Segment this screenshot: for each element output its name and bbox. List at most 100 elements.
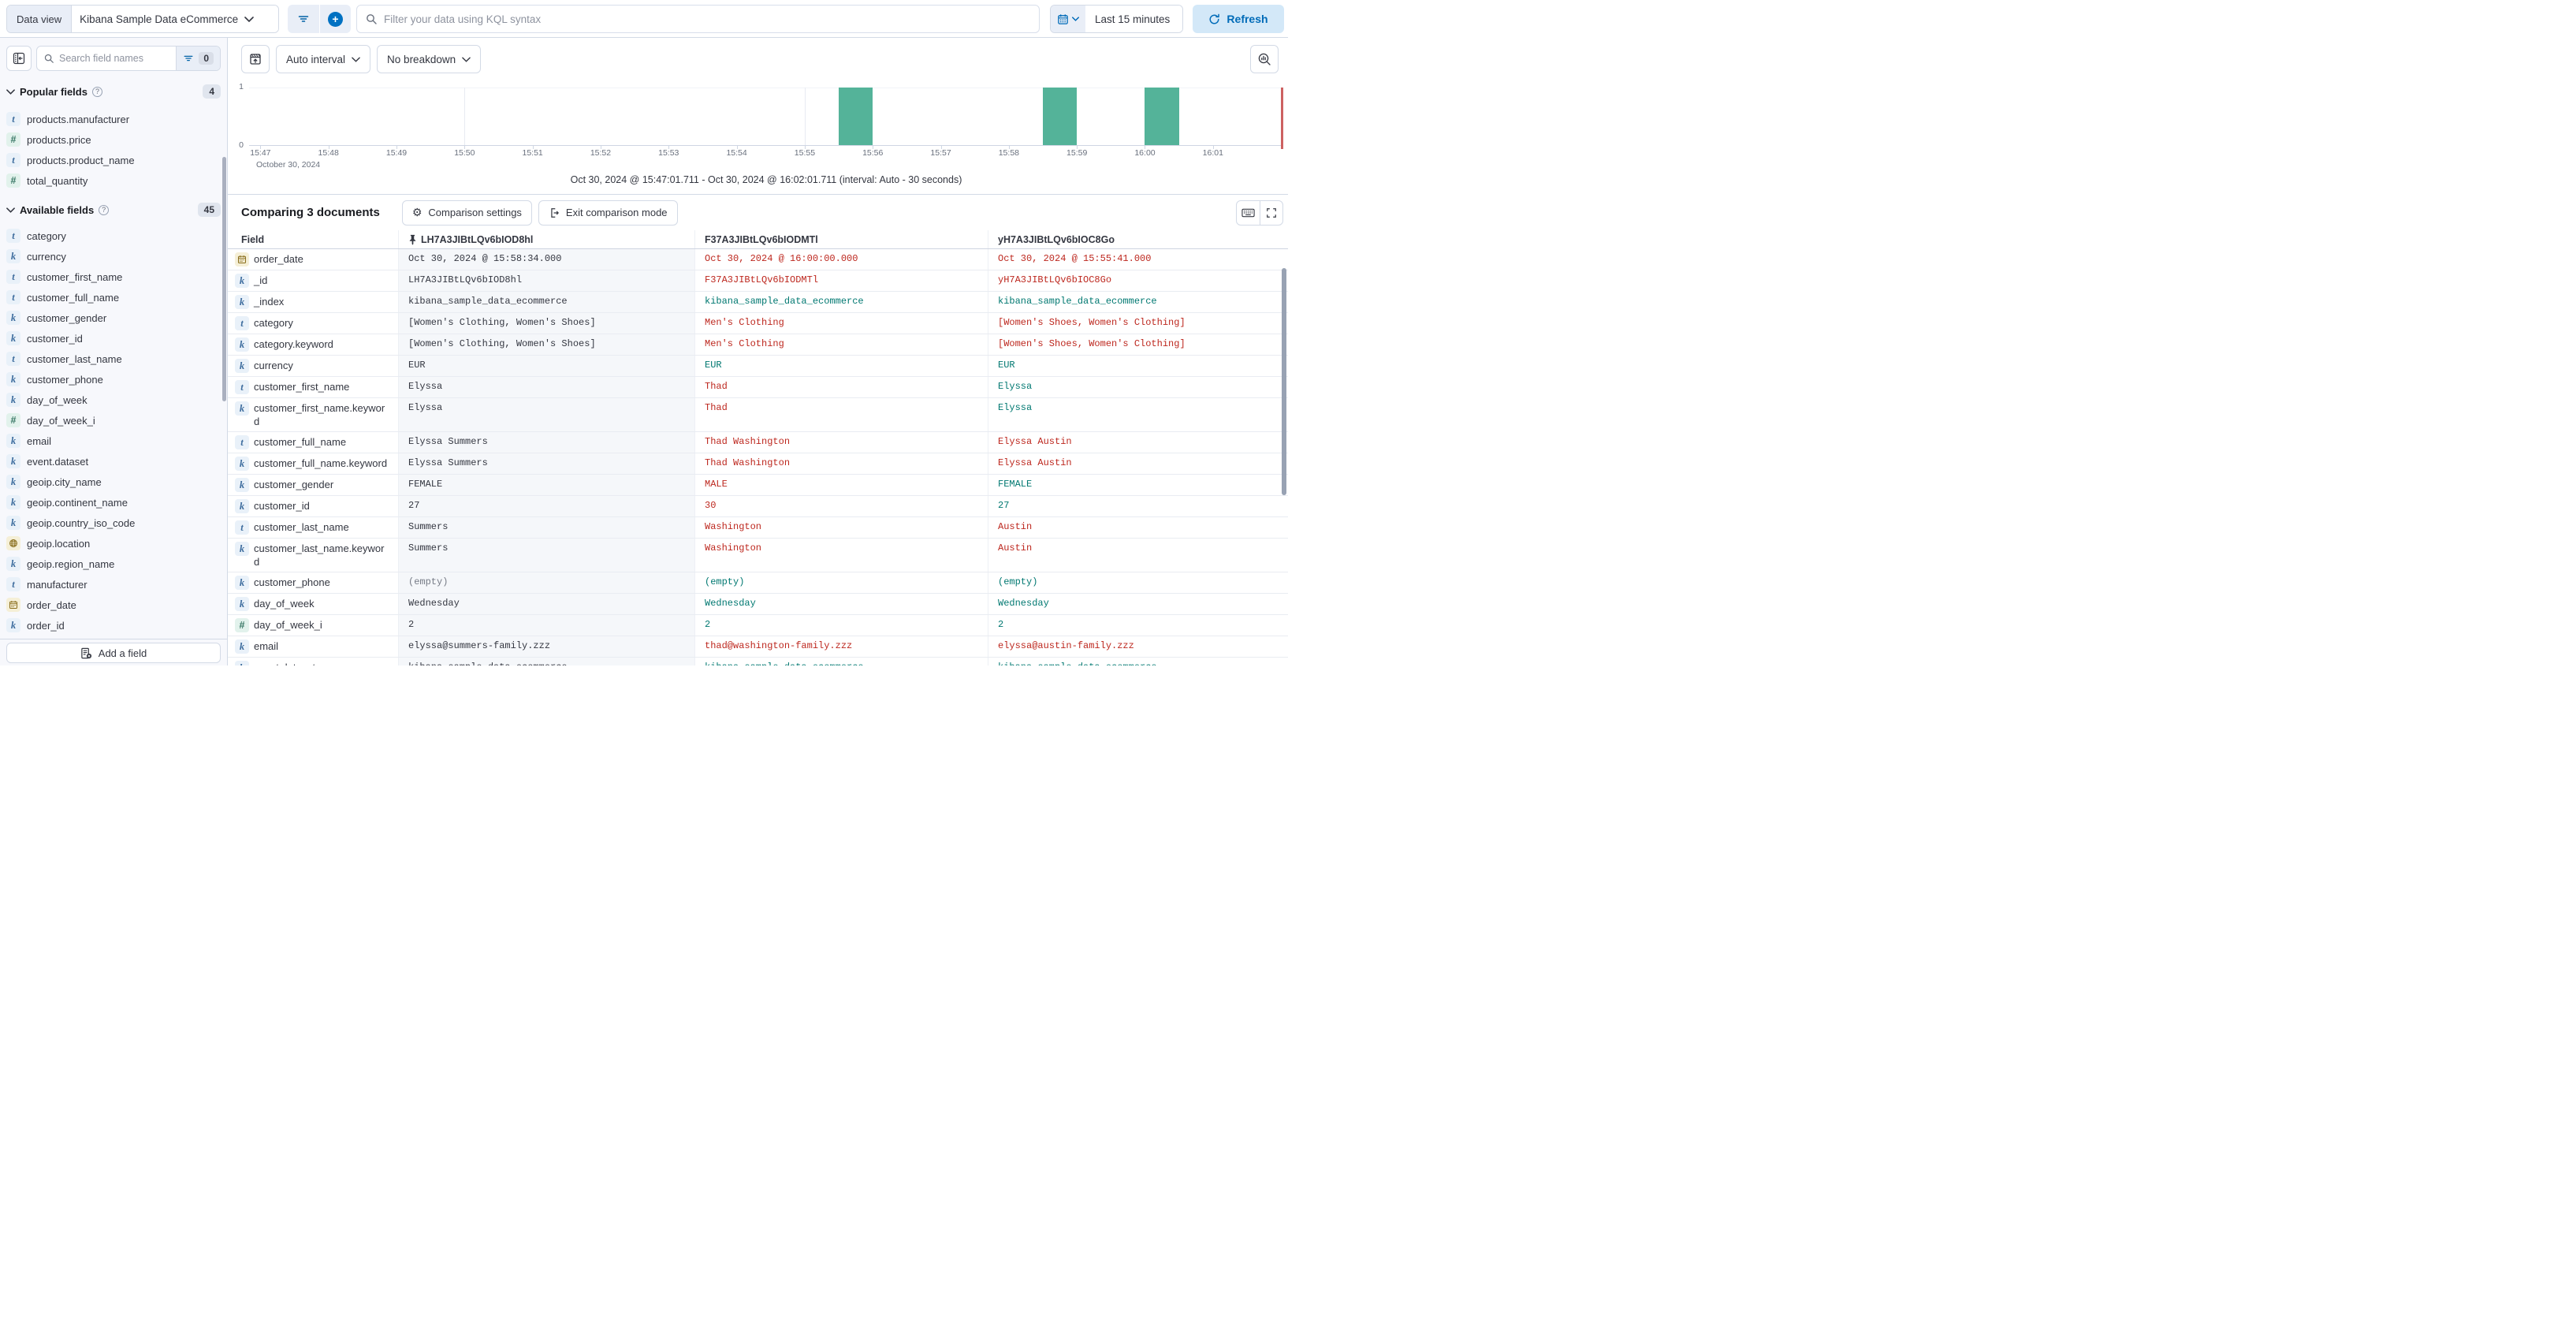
sidebar-field-products.product_name[interactable]: t products.product_name (6, 150, 227, 170)
add-field-icon (80, 647, 92, 659)
field-name: currency (254, 360, 293, 371)
add-field-button[interactable]: Add a field (6, 643, 221, 663)
histogram-toolbar: Auto interval No breakdown (241, 45, 1288, 73)
value-cell: 2 (694, 615, 988, 636)
value-cell: Oct 30, 2024 @ 15:55:41.000 (988, 249, 1288, 270)
interval-select[interactable]: Auto interval (276, 45, 371, 73)
available-fields-header[interactable]: Available fields ? 45 (6, 200, 221, 219)
chevron-down-icon (352, 57, 360, 62)
popular-fields-count-badge: 4 (203, 84, 221, 99)
hide-chart-button[interactable] (241, 45, 270, 73)
pin-icon (408, 234, 417, 245)
value-cell: FEMALE (988, 475, 1288, 495)
edit-visualization-button[interactable] (1250, 45, 1279, 73)
value-cell: Men's Clothing (694, 313, 988, 334)
comparison-row-_id: k _id LH7A3JIBtLQv6bIOD8hl F37A3JIBtLQv6bIO… (228, 270, 1288, 292)
sidebar-field-customer_first_name[interactable]: t customer_first_name (6, 267, 227, 287)
field-name: order_id (27, 619, 65, 632)
value-cell: (empty) (694, 572, 988, 593)
saved-query-filter-button[interactable] (288, 5, 319, 33)
field-name: customer_last_name.keyword (254, 542, 385, 568)
exit-comparison-button[interactable]: Exit comparison mode (538, 199, 678, 226)
breakdown-select[interactable]: No breakdown (377, 45, 482, 73)
fullscreen-button[interactable] (1260, 201, 1282, 225)
kql-search-input[interactable] (384, 13, 1031, 25)
sidebar-field-category[interactable]: t category (6, 226, 227, 246)
sidebar-field-customer_full_name[interactable]: t customer_full_name (6, 287, 227, 308)
keyword-field-icon: k (6, 331, 20, 345)
document-column-header[interactable]: yH7A3JIBtLQv6bIOC8Go (988, 230, 1288, 248)
field-filter-button[interactable]: 0 (176, 47, 220, 70)
value-cell: Washington (694, 539, 988, 572)
sidebar-field-geoip.location[interactable]: geoip.location (6, 533, 227, 554)
field-cell: t customer_full_name (228, 432, 398, 453)
pinned-document-column-header[interactable]: LH7A3JIBtLQv6bIOD8hl (398, 230, 694, 248)
field-name: customer_phone (254, 576, 330, 588)
kql-search-bar[interactable] (356, 5, 1040, 33)
search-icon (365, 13, 378, 25)
field-cell: k customer_gender (228, 475, 398, 495)
x-axis-tick-label: 15:58 (998, 148, 1019, 158)
comparison-row-day_of_week: k day_of_week Wednesday Wednesday Wednesday (228, 594, 1288, 615)
sidebar-field-currency[interactable]: k currency (6, 246, 227, 267)
data-view-select[interactable]: Kibana Sample Data eCommerce (72, 6, 278, 32)
sidebar-field-order_id[interactable]: k order_id (6, 615, 227, 636)
sidebar-field-order_date[interactable]: order_date (6, 595, 227, 615)
sidebar-field-total_quantity[interactable]: # total_quantity (6, 170, 227, 191)
comparison-row-customer_full_name: t customer_full_name Elyssa Summers Thad Wa… (228, 432, 1288, 453)
sidebar-field-geoip.region_name[interactable]: k geoip.region_name (6, 554, 227, 574)
keyword-field-icon: k (235, 499, 249, 513)
sidebar-field-geoip.continent_name[interactable]: k geoip.continent_name (6, 492, 227, 513)
add-filter-button[interactable]: + (319, 5, 351, 33)
sidebar-field-geoip.city_name[interactable]: k geoip.city_name (6, 472, 227, 492)
sidebar-field-customer_last_name[interactable]: t customer_last_name (6, 349, 227, 369)
sidebar-field-event.dataset[interactable]: k event.dataset (6, 451, 227, 472)
sidebar-field-email[interactable]: k email (6, 431, 227, 451)
time-picker-calendar-button[interactable] (1051, 6, 1085, 32)
field-name: geoip.continent_name (27, 496, 128, 509)
sidebar-field-products.manufacturer[interactable]: t products.manufacturer (6, 109, 227, 129)
popular-fields-header[interactable]: Popular fields ? 4 (6, 82, 221, 101)
chart-gridline (804, 88, 806, 145)
x-axis-ticks: 15:47 15:48 15:49 15:50 15:51 15:52 15:53 15:54… (249, 148, 1283, 159)
field-name: day_of_week_i (254, 619, 322, 631)
keyword-field-icon: k (6, 618, 20, 632)
text-field-icon: t (6, 112, 20, 126)
sidebar-field-manufacturer[interactable]: t manufacturer (6, 574, 227, 595)
value-cell: 30 (694, 496, 988, 516)
field-search-input[interactable] (54, 53, 177, 64)
sidebar-field-customer_phone[interactable]: k customer_phone (6, 369, 227, 390)
grid-display-controls (1236, 200, 1283, 226)
keyword-field-icon: k (6, 516, 20, 530)
time-range-value[interactable]: Last 15 minutes (1085, 6, 1182, 32)
sidebar-field-products.price[interactable]: # products.price (6, 129, 227, 150)
sidebar-field-day_of_week[interactable]: k day_of_week (6, 390, 227, 410)
value-cell: Elyssa (398, 398, 694, 431)
comparison-row-customer_last_name.keyword: k customer_last_name.keyword Summers Washin… (228, 539, 1288, 572)
refresh-button[interactable]: Refresh (1193, 5, 1284, 33)
value-cell: [Women's Clothing, Women's Shoes] (398, 313, 694, 334)
fullscreen-icon (1266, 207, 1277, 218)
collapse-sidebar-button[interactable] (6, 46, 32, 71)
comparison-row-customer_last_name: t customer_last_name Summers Washington Aust… (228, 517, 1288, 539)
comparison-header: Comparing 3 documents ⚙ Comparison setti… (228, 195, 1288, 230)
comparison-settings-button[interactable]: ⚙ Comparison settings (401, 199, 532, 226)
grid-scrollbar[interactable] (1282, 268, 1286, 495)
field-cell: # day_of_week_i (228, 615, 398, 636)
field-name: order_date (254, 253, 303, 265)
histogram-bar (1043, 88, 1078, 145)
field-cell: k category.keyword (228, 334, 398, 355)
sidebar-field-customer_gender[interactable]: k customer_gender (6, 308, 227, 328)
sidebar-field-day_of_week_i[interactable]: # day_of_week_i (6, 410, 227, 431)
x-axis-tick-label: 15:49 (385, 148, 408, 158)
sidebar-field-customer_id[interactable]: k customer_id (6, 328, 227, 349)
document-column-header[interactable]: F37A3JIBtLQv6bIODMTl (694, 230, 988, 248)
field-name: day_of_week (254, 598, 315, 610)
keyboard-shortcuts-button[interactable] (1237, 201, 1260, 225)
text-field-icon: t (6, 352, 20, 366)
sidebar-scrollbar[interactable] (222, 157, 226, 401)
field-cell: k email (228, 636, 398, 657)
sidebar-field-geoip.country_iso_code[interactable]: k geoip.country_iso_code (6, 513, 227, 533)
current-time-marker (1281, 88, 1284, 149)
field-name: geoip.location (27, 537, 91, 550)
